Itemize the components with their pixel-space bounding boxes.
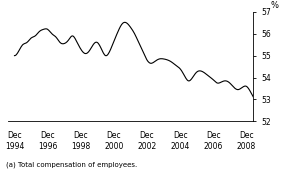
Y-axis label: %: % [271,1,279,10]
Text: (a) Total compensation of employees.: (a) Total compensation of employees. [6,162,137,168]
